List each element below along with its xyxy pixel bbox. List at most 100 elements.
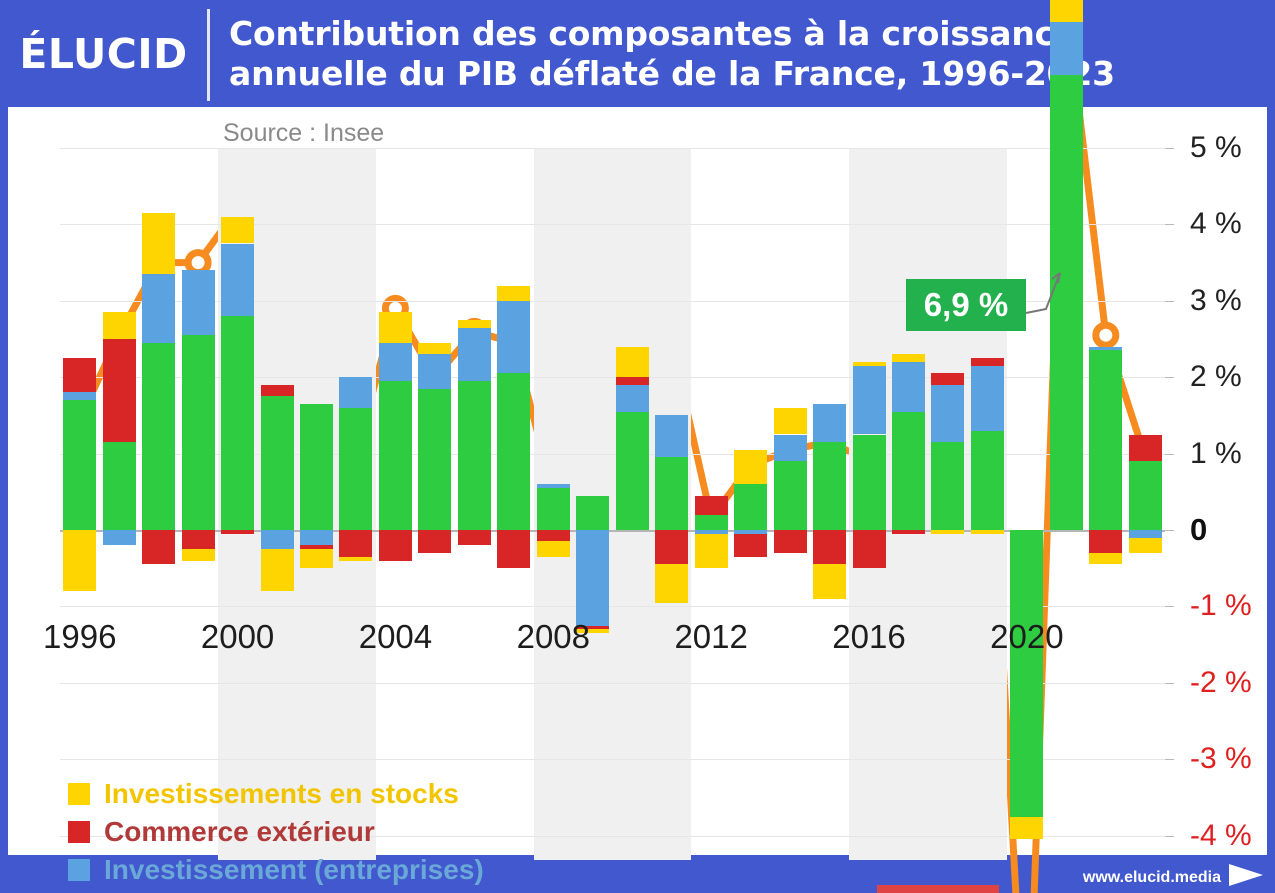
bar-segment bbox=[576, 629, 610, 634]
bar-segment bbox=[773, 407, 807, 435]
bar-segment bbox=[1089, 530, 1123, 553]
chart-source: Source : Insee bbox=[223, 119, 385, 147]
bar-segment bbox=[931, 373, 965, 385]
y-tick bbox=[1165, 759, 1174, 761]
x-axis-label: 2016 bbox=[832, 618, 906, 655]
legend-swatch-icon bbox=[68, 782, 90, 805]
bar-segment bbox=[852, 361, 886, 366]
bar-segment bbox=[339, 556, 373, 561]
bar-segment bbox=[1128, 434, 1162, 462]
legend-item-3[interactable]: Consommation (ménages) bbox=[68, 889, 484, 893]
bar-segment bbox=[734, 533, 768, 557]
y-tick bbox=[1165, 377, 1174, 379]
bar-segment bbox=[694, 514, 728, 530]
legend-item-1[interactable]: Commerce extérieur bbox=[68, 813, 484, 850]
bar-segment bbox=[102, 312, 136, 339]
legend-item-2[interactable]: Investissement (entreprises) bbox=[68, 851, 484, 888]
y-axis-label: -2 % bbox=[1190, 665, 1252, 699]
title-line-1: Contribution des composantes à la croiss… bbox=[229, 13, 1077, 53]
bar-segment bbox=[773, 530, 807, 553]
bar-segment bbox=[615, 377, 649, 385]
bar-segment bbox=[931, 384, 965, 443]
legend-label: Investissement (entreprises) bbox=[104, 853, 484, 885]
bar-segment bbox=[457, 327, 491, 381]
y-axis-label: 0 bbox=[1190, 512, 1208, 547]
bar-segment bbox=[418, 354, 452, 389]
header-bar: ÉLUCID Contribution des composantes à la… bbox=[0, 0, 1275, 107]
bar-segment bbox=[1049, 21, 1083, 76]
logo-text: ÉLUCID bbox=[19, 29, 188, 78]
y-tick bbox=[1165, 682, 1174, 684]
gridline bbox=[60, 300, 1165, 302]
plot-area bbox=[60, 0, 1174, 893]
bar-segment bbox=[931, 442, 965, 530]
bar-segment bbox=[221, 243, 255, 317]
bar-segment bbox=[339, 377, 373, 408]
bar-segment bbox=[378, 342, 412, 381]
bar-segment bbox=[300, 403, 334, 530]
bar-segment bbox=[576, 495, 610, 530]
gridline bbox=[60, 759, 1165, 761]
bar-segment bbox=[576, 625, 610, 630]
bar-segment bbox=[970, 365, 1004, 431]
bar-segment bbox=[891, 411, 925, 530]
bar-segment bbox=[970, 530, 1004, 534]
watermark-url: www.elucid.media bbox=[1082, 869, 1221, 886]
y-axis-label: 4 % bbox=[1190, 207, 1242, 241]
bar-segment bbox=[339, 530, 373, 557]
gridline bbox=[60, 453, 1165, 455]
gridline bbox=[60, 606, 1165, 608]
bar-segment bbox=[536, 530, 570, 542]
bar-segment bbox=[1089, 552, 1123, 565]
y-axis-label: -3 % bbox=[1190, 742, 1252, 776]
bar-segment bbox=[181, 530, 215, 550]
y-tick bbox=[1165, 224, 1174, 226]
bar-segment bbox=[734, 449, 768, 485]
bar-segment bbox=[221, 316, 255, 530]
bar-segment bbox=[339, 407, 373, 530]
bar-segment bbox=[102, 530, 136, 546]
bar-segment bbox=[813, 530, 847, 565]
bar-segment bbox=[734, 484, 768, 530]
bar-segment bbox=[694, 530, 728, 534]
bar-segment bbox=[1010, 816, 1044, 840]
callout-high-value: 6,9 % bbox=[906, 279, 1026, 331]
bar-segment bbox=[931, 530, 965, 534]
x-axis-label: 2012 bbox=[674, 618, 748, 655]
bar-segment bbox=[1010, 530, 1044, 817]
bar-segment bbox=[655, 564, 689, 603]
growth-point-marker bbox=[1092, 321, 1120, 349]
bar-segment bbox=[378, 381, 412, 530]
legend-item-0[interactable]: Investissements en stocks bbox=[68, 775, 484, 812]
legend-swatch-icon bbox=[68, 820, 90, 843]
x-axis-label: 2020 bbox=[990, 618, 1064, 655]
bar-segment bbox=[1049, 75, 1083, 530]
bar-segment bbox=[576, 530, 610, 626]
x-axis-label: 2008 bbox=[516, 618, 591, 655]
bar-segment bbox=[260, 384, 294, 397]
bar-segment bbox=[418, 342, 452, 355]
bar-segment bbox=[970, 358, 1004, 366]
bar-segment bbox=[300, 549, 334, 569]
bar-segment bbox=[1049, 0, 1083, 22]
bar-segment bbox=[260, 396, 294, 530]
bar-segment bbox=[260, 549, 294, 592]
bar-segment bbox=[378, 530, 412, 561]
bar-segment bbox=[300, 545, 334, 550]
callout-high-leader bbox=[1025, 272, 1061, 314]
bar-segment bbox=[63, 392, 97, 401]
bar-segment bbox=[813, 442, 847, 530]
bar-segment bbox=[1128, 530, 1162, 538]
bar-segment bbox=[615, 346, 649, 378]
bar-segment bbox=[536, 484, 570, 488]
bar-segment bbox=[970, 430, 1004, 530]
bar-segment bbox=[1089, 346, 1123, 351]
y-axis-label: 2 % bbox=[1190, 360, 1242, 394]
bar-segment bbox=[63, 400, 97, 530]
bar-segment bbox=[497, 285, 531, 301]
bar-segment bbox=[694, 533, 728, 569]
elucid-logo: ÉLUCID bbox=[0, 0, 207, 107]
bar-segment bbox=[457, 381, 491, 530]
legend-label: Investissements en stocks bbox=[104, 777, 459, 809]
bar-segment bbox=[181, 549, 215, 561]
